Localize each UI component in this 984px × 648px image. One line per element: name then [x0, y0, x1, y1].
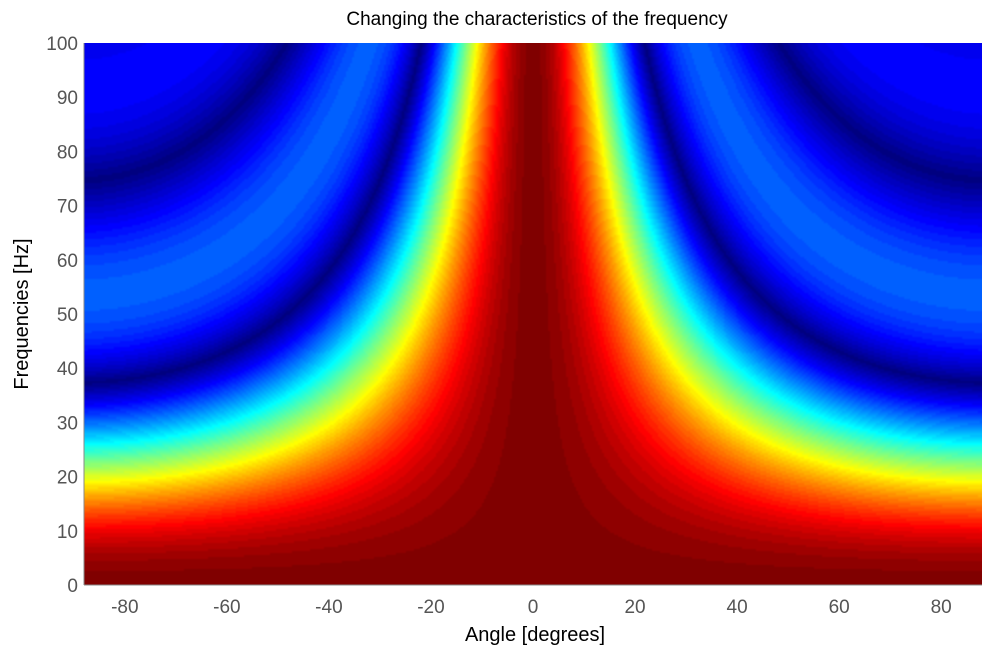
- x-tick-label: -60: [213, 597, 240, 618]
- y-tick-label: 0: [67, 576, 78, 597]
- x-axis-ticks: -80 -60 -40 -20 0 20 40 60 80: [111, 597, 952, 618]
- x-axis-label: Angle [degrees]: [465, 624, 605, 646]
- x-tick-label: -80: [111, 597, 138, 618]
- x-tick-label: 40: [727, 597, 748, 618]
- x-tick-label: 20: [624, 597, 645, 618]
- x-tick-label: -20: [417, 597, 444, 618]
- y-tick-label: 50: [57, 305, 78, 326]
- y-axis-label: Frequencies [Hz]: [11, 238, 33, 389]
- x-tick-label: -40: [315, 597, 342, 618]
- y-tick-label: 20: [57, 468, 78, 489]
- heatmap-plot-area: [84, 43, 982, 585]
- y-tick-label: 70: [57, 197, 78, 218]
- y-axis-ticks: 0 10 20 30 40 50 60 70 80 90 100: [46, 34, 78, 597]
- x-tick-label: 80: [931, 597, 952, 618]
- y-tick-label: 60: [57, 251, 78, 272]
- y-tick-label: 90: [57, 88, 78, 109]
- x-tick-label: 0: [528, 597, 539, 618]
- y-tick-label: 40: [57, 359, 78, 380]
- x-tick-label: 60: [829, 597, 850, 618]
- y-tick-label: 30: [57, 413, 78, 434]
- y-tick-label: 80: [57, 142, 78, 163]
- axes-lines: [83, 43, 982, 586]
- chart-title: Changing the characteristics of the freq…: [346, 9, 728, 30]
- y-tick-label: 100: [46, 34, 78, 55]
- y-tick-label: 10: [57, 522, 78, 543]
